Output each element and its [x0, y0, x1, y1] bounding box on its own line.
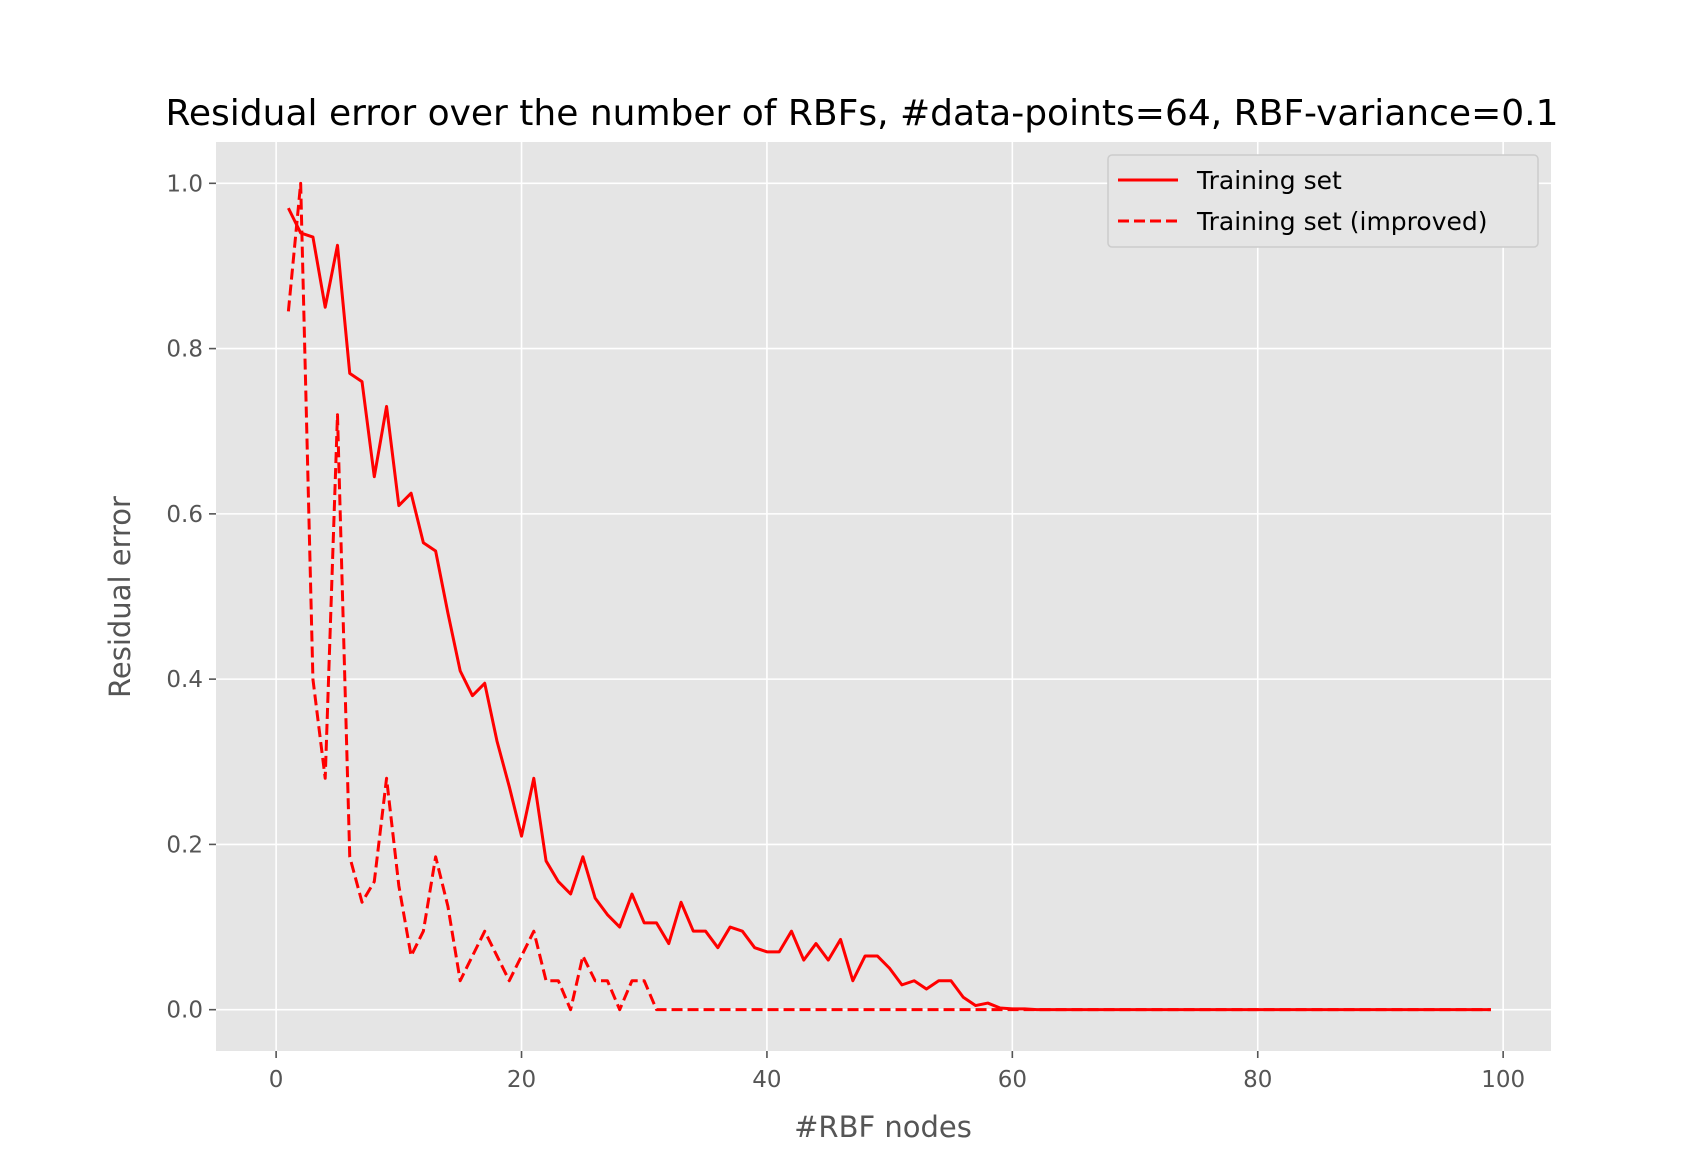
x-axis-ticks: 0 20 40 60 80 100: [269, 1051, 1525, 1093]
x-tick-label: 100: [1481, 1067, 1525, 1093]
series-lines: [286, 181, 1491, 1012]
x-tick-label: 40: [752, 1067, 781, 1093]
grid-lines: [216, 142, 1551, 1051]
x-tick-label: 0: [269, 1067, 284, 1093]
y-tick-label: 0.2: [166, 832, 203, 858]
y-tick-label: 1.0: [166, 171, 203, 197]
x-tick-label: 80: [1243, 1067, 1272, 1093]
legend-label-training-set: Training set: [1196, 166, 1342, 195]
legend: Training set Training set (improved): [1107, 154, 1539, 248]
x-tick-label: 60: [998, 1067, 1027, 1093]
y-tick-label: 0.8: [166, 337, 203, 363]
x-axis-label: #RBF nodes: [794, 1110, 972, 1144]
y-axis-ticks: 0.0 0.2 0.4 0.6 0.8 1.0: [166, 171, 216, 1024]
legend-box: [1107, 154, 1539, 248]
x-tick-label: 20: [507, 1067, 536, 1093]
chart-title: Residual error over the number of RBFs, …: [166, 93, 1559, 134]
y-tick-label: 0.0: [166, 998, 203, 1024]
plot-area: [216, 142, 1551, 1051]
y-tick-label: 0.6: [166, 502, 203, 528]
legend-label-training-set-improved: Training set (improved): [1196, 207, 1488, 236]
y-axis-label: Residual error: [103, 496, 137, 698]
y-tick-label: 0.4: [166, 667, 203, 693]
series-line-training-set-improved: [286, 181, 1491, 1012]
